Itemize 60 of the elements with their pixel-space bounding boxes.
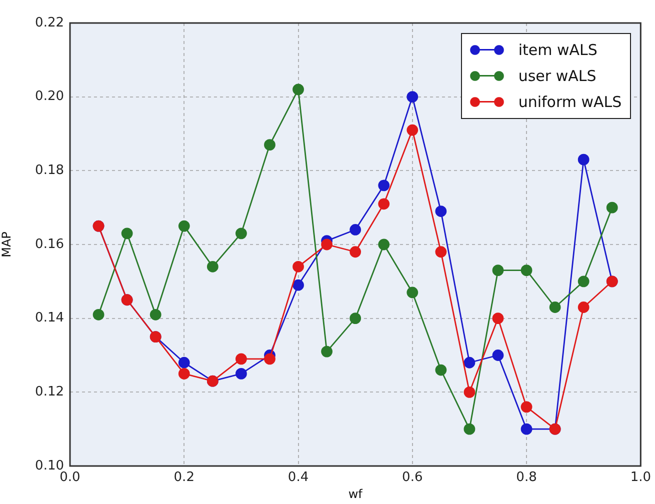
point bbox=[236, 368, 247, 380]
point bbox=[578, 154, 590, 166]
point bbox=[406, 124, 418, 136]
point bbox=[406, 286, 418, 298]
point bbox=[578, 276, 590, 288]
point bbox=[206, 260, 218, 272]
point bbox=[292, 279, 304, 291]
point bbox=[520, 423, 532, 435]
point bbox=[435, 206, 447, 217]
point bbox=[492, 312, 504, 324]
legend-label: item wALS bbox=[518, 41, 598, 59]
point bbox=[464, 356, 476, 368]
point bbox=[406, 91, 418, 103]
y-tick-label: 0.22 bbox=[35, 15, 64, 30]
point bbox=[178, 220, 190, 232]
point bbox=[378, 180, 390, 192]
point bbox=[264, 139, 276, 151]
point bbox=[435, 364, 447, 376]
point bbox=[378, 198, 390, 210]
y-tick-label: 0.18 bbox=[35, 163, 64, 178]
point bbox=[549, 302, 561, 313]
point bbox=[150, 308, 162, 320]
y-tick-label: 0.20 bbox=[35, 89, 64, 104]
point bbox=[236, 353, 247, 365]
point bbox=[350, 224, 362, 236]
point bbox=[606, 202, 618, 214]
point bbox=[464, 423, 476, 435]
point bbox=[236, 228, 247, 240]
x-tick-label: 0.0 bbox=[60, 470, 80, 486]
point bbox=[492, 350, 504, 361]
point bbox=[292, 84, 304, 96]
point bbox=[520, 401, 532, 413]
legend-label: user wALS bbox=[518, 67, 596, 85]
point bbox=[121, 228, 133, 240]
point bbox=[435, 246, 447, 258]
y-tick-label: 0.16 bbox=[35, 236, 64, 252]
point bbox=[321, 346, 332, 358]
point bbox=[464, 386, 476, 398]
point bbox=[492, 264, 504, 276]
x-axis-title: wf bbox=[348, 486, 364, 501]
legend-label: uniform wALS bbox=[518, 93, 622, 111]
point bbox=[292, 260, 304, 272]
point bbox=[350, 312, 362, 324]
point bbox=[264, 353, 276, 365]
point bbox=[321, 238, 332, 250]
point bbox=[578, 302, 590, 313]
x-tick-label: 0.6 bbox=[402, 470, 423, 486]
y-axis-title: MAP bbox=[0, 232, 14, 258]
x-tick-label: 0.2 bbox=[174, 470, 194, 486]
point bbox=[378, 238, 390, 250]
x-tick-label: 1.0 bbox=[630, 470, 652, 486]
y-tick-label: 0.12 bbox=[35, 384, 64, 400]
point bbox=[350, 246, 362, 258]
y-tick-label: 0.14 bbox=[35, 310, 64, 326]
x-tick-label: 0.4 bbox=[288, 470, 309, 486]
x-tick-label: 0.8 bbox=[516, 470, 537, 486]
point bbox=[178, 356, 190, 368]
point bbox=[178, 368, 190, 380]
point bbox=[520, 264, 532, 276]
point bbox=[92, 308, 104, 320]
